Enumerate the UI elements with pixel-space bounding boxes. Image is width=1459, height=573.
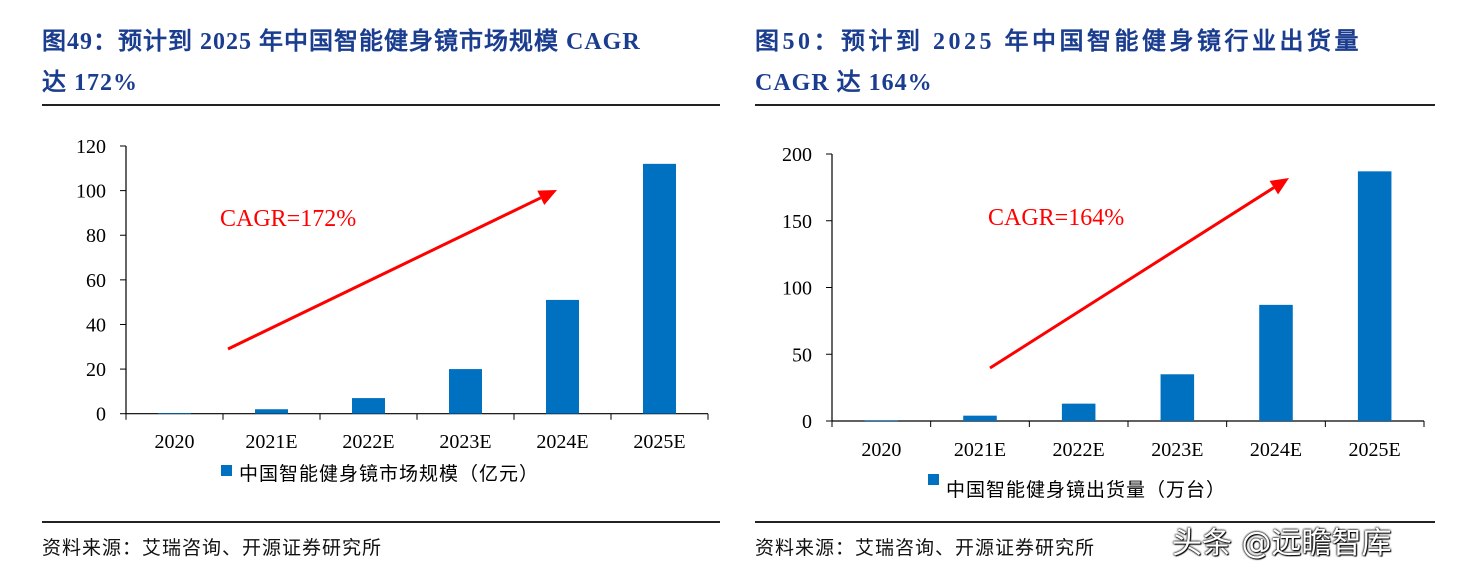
figure50-bottom-rule [755,521,1435,523]
y-tick-label: 200 [782,144,812,166]
figure49-source: 资料来源：艾瑞咨询、开源证券研究所 [42,538,383,559]
bar-2022E [1061,403,1096,421]
chart-0: 0 20 40 60 80 100 120 2020 2021E 2022E 2023E 2024E 2… [76,136,709,485]
figure50-source: 资料来源：艾瑞咨询、开源证券研究所 [755,538,1096,559]
x-tick-label: 2020 [861,439,901,461]
figure49-title: 图49：预计到 2025 年中国智能健身镜市场规模 CAGR 达 172% [42,22,732,104]
watermark: 头条 @远瞻智库 [1172,526,1392,561]
bar-2020 [864,420,899,422]
x-tick-label: 2023E [439,431,491,453]
figure49-title-line1: 图49：预计到 2025 年中国智能健身镜市场规模 CAGR [42,29,641,55]
bar-2025E [643,163,676,414]
figure49-title-line2: 达 172% [42,70,138,96]
x-tick-label: 2021E [245,431,297,453]
trend-arrowhead [537,190,557,206]
cagr-annotation: CAGR=164% [988,205,1124,231]
x-tick-label: 2020 [155,431,195,453]
bar-2025E [1357,171,1392,421]
trend-arrow [989,186,1275,370]
figure50-title-line2: CAGR 达 164% [755,70,933,96]
y-tick-label: 50 [792,344,812,366]
y-tick-label: 0 [96,404,106,426]
y-tick-label: 40 [86,314,106,336]
x-tick-label: 2022E [1053,439,1105,461]
y-tick-label: 0 [802,411,812,433]
legend-label: 中国智能健身镜市场规模（亿元） [239,463,539,485]
figure50-top-rule [755,104,1435,106]
y-tick-label: 100 [76,181,106,203]
bar-2022E [352,398,385,414]
x-tick-label: 2023E [1151,439,1203,461]
bar-2023E [449,369,482,414]
y-tick-label: 120 [76,136,106,158]
x-tick-label: 2025E [633,431,685,453]
chart-1: 0 50 100 150 200 2020 2021E 2022E 2023E 2024E 2025… [782,144,1425,501]
x-tick-label: 2024E [536,431,588,453]
x-tick-label: 2021E [954,439,1006,461]
legend-swatch [221,465,232,476]
y-tick-label: 100 [782,278,812,300]
figure50-title: 图50：预计到 2025 年中国智能健身镜行业出货量 CAGR 达 164% [755,22,1455,104]
bar-2024E [546,299,579,414]
figure49-top-rule [42,104,720,106]
trend-arrowhead [1269,178,1289,195]
y-tick-label: 80 [86,225,106,247]
x-tick-label: 2024E [1250,439,1302,461]
bar-2021E [255,409,288,414]
legend-label: 中国智能健身镜出货量（万台） [946,479,1226,501]
bar-2023E [1160,374,1195,421]
x-tick-label: 2025E [1349,439,1401,461]
x-tick-label: 2022E [342,431,394,453]
figure49-bottom-rule [42,521,720,523]
y-tick-label: 150 [782,211,812,233]
y-tick-label: 60 [86,270,106,292]
bar-2021E [963,415,997,421]
bar-2024E [1259,304,1293,421]
cagr-annotation: CAGR=172% [220,206,356,232]
legend-swatch [928,474,939,485]
y-tick-label: 20 [86,359,106,381]
trend-arrow [227,196,542,351]
figure50-title-line1: 图50：预计到 2025 年中国智能健身镜行业出货量 [755,29,1362,55]
bar-2020 [158,413,191,414]
